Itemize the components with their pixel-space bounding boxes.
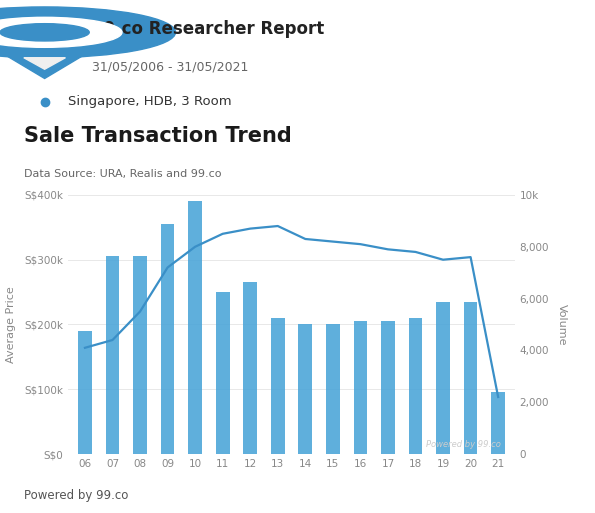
Bar [216, 292, 230, 454]
Polygon shape [24, 58, 65, 69]
Y-axis label: Average Price: Average Price [6, 286, 16, 363]
Bar [353, 321, 367, 454]
Bar [188, 202, 202, 454]
Y-axis label: Volume: Volume [558, 304, 568, 345]
Bar [106, 256, 120, 454]
Circle shape [0, 24, 89, 41]
Text: Powered by 99.co: Powered by 99.co [427, 440, 501, 449]
Polygon shape [6, 55, 83, 78]
Bar [491, 392, 505, 454]
Circle shape [0, 7, 176, 58]
Text: 31/05/2006 - 31/05/2021: 31/05/2006 - 31/05/2021 [92, 61, 249, 73]
Text: 99.co Researcher Report: 99.co Researcher Report [92, 20, 324, 38]
Bar [464, 302, 477, 454]
Bar [409, 318, 422, 454]
Bar [381, 321, 395, 454]
Bar [161, 224, 174, 454]
Text: Sale Transaction Trend: Sale Transaction Trend [24, 126, 292, 146]
Circle shape [0, 17, 122, 47]
Text: Data Source: URA, Realis and 99.co: Data Source: URA, Realis and 99.co [24, 169, 221, 180]
Bar [299, 324, 312, 454]
Bar [78, 331, 92, 454]
Bar [271, 318, 284, 454]
Bar [326, 324, 340, 454]
Text: Singapore, HDB, 3 Room: Singapore, HDB, 3 Room [68, 95, 232, 108]
Text: Powered by 99.co: Powered by 99.co [24, 488, 128, 502]
Bar [243, 282, 257, 454]
Bar [436, 302, 450, 454]
Bar [133, 256, 147, 454]
